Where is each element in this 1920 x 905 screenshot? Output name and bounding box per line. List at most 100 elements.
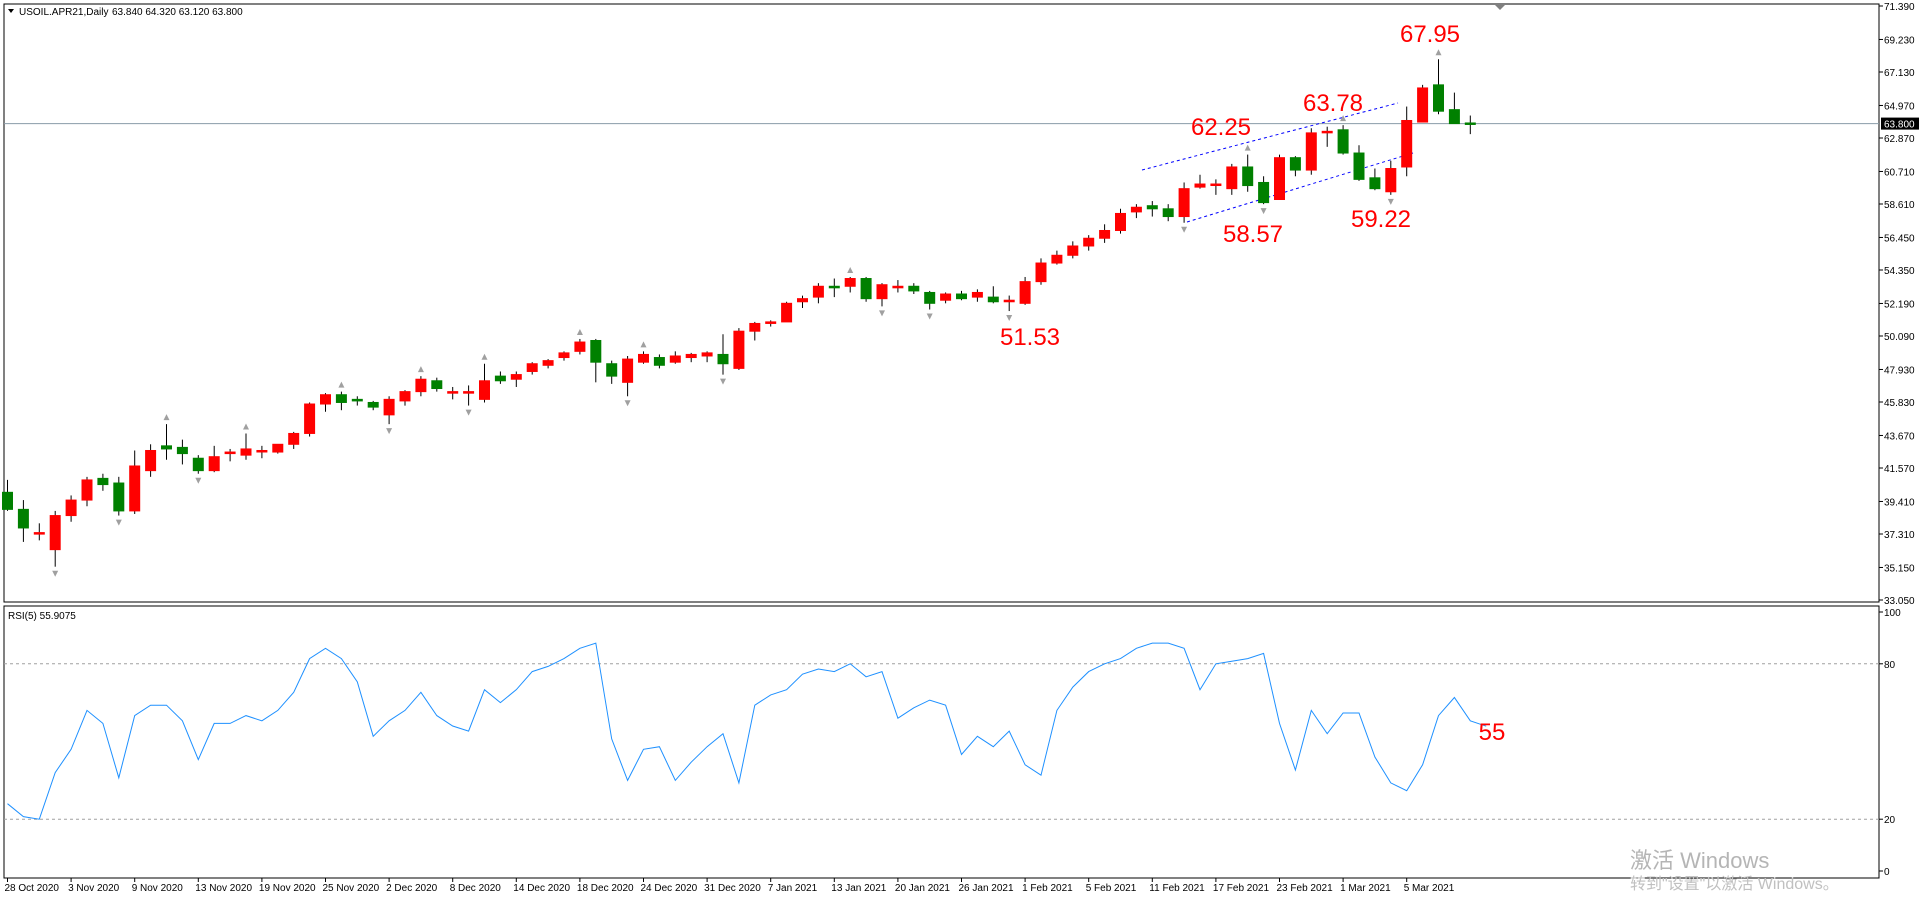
price-tick-label: 33.050 xyxy=(1884,596,1915,607)
time-tick-label: 9 Nov 2020 xyxy=(132,883,184,894)
candle xyxy=(733,328,745,370)
candle-body xyxy=(145,449,157,472)
candle-body xyxy=(1321,130,1333,134)
fractal-up-icon xyxy=(1244,144,1251,151)
candle-body xyxy=(987,296,999,303)
fractal-up-icon xyxy=(417,366,424,373)
price-axis[interactable]: 71.390 69.230 67.130 64.970 62.870 60.710 58.6… xyxy=(1879,2,1915,607)
price-tick-label: 67.130 xyxy=(1884,68,1915,79)
candle xyxy=(65,495,77,522)
fractal-up-icon xyxy=(481,353,488,360)
candle xyxy=(383,396,395,425)
candle xyxy=(1369,168,1381,191)
time-tick-label: 14 Dec 2020 xyxy=(513,883,570,894)
candle-body xyxy=(510,374,522,380)
rsi-tick-label: 0 xyxy=(1884,867,1890,878)
rsi-tick-label: 80 xyxy=(1884,660,1896,671)
candle xyxy=(431,377,443,392)
candle-body xyxy=(97,477,109,486)
time-tick-label: 20 Jan 2021 xyxy=(895,883,950,894)
candle xyxy=(1337,125,1349,155)
candle-body xyxy=(971,291,983,298)
candle-body xyxy=(256,449,268,453)
rsi-pane[interactable] xyxy=(3,605,1880,879)
candle xyxy=(33,523,45,541)
candle-body xyxy=(733,330,745,369)
price-tick-label: 45.830 xyxy=(1884,398,1915,409)
candle xyxy=(685,352,697,363)
fractal-down-icon xyxy=(386,428,393,435)
time-tick-label: 13 Jan 2021 xyxy=(831,883,886,894)
time-axis[interactable]: 28 Oct 2020 3 Nov 2020 9 Nov 2020 13 Nov 20… xyxy=(5,878,1455,894)
candle xyxy=(1067,241,1079,259)
time-tick-label: 11 Feb 2021 xyxy=(1149,883,1205,894)
candle xyxy=(463,385,475,406)
candle xyxy=(415,376,427,397)
candle-body xyxy=(1448,109,1460,125)
time-tick-label: 23 Feb 2021 xyxy=(1277,883,1334,894)
price-pane[interactable] xyxy=(3,3,1880,603)
candle-body xyxy=(1083,237,1095,247)
fractal-up-icon xyxy=(243,423,249,430)
candle xyxy=(510,371,522,387)
dropdown-triangle-icon[interactable] xyxy=(8,9,14,13)
candle-body xyxy=(17,508,29,529)
price-tick-label: 54.350 xyxy=(1884,266,1915,277)
time-tick-label: 25 Nov 2020 xyxy=(323,883,380,894)
chart-shift-icon[interactable] xyxy=(1495,5,1505,10)
candle-body xyxy=(685,353,697,359)
fractal-up-icon xyxy=(1340,115,1347,122)
candle-body xyxy=(1289,157,1301,171)
candle-body xyxy=(749,322,761,332)
candle-body xyxy=(49,515,61,551)
time-tick-label: 31 Dec 2020 xyxy=(704,883,761,894)
candle-body xyxy=(176,446,188,455)
fractal-up-icon xyxy=(1435,49,1442,56)
price-tick-label: 41.570 xyxy=(1884,464,1915,475)
rsi-level-lines xyxy=(4,663,1879,820)
candle xyxy=(1385,160,1397,195)
candle-body xyxy=(892,285,904,289)
candle xyxy=(781,301,793,323)
time-tick-label: 1 Mar 2021 xyxy=(1340,883,1391,894)
candle xyxy=(256,445,268,459)
candle-body xyxy=(1401,119,1413,168)
candle xyxy=(860,276,872,302)
candle xyxy=(701,351,713,363)
candle xyxy=(1289,156,1301,177)
candle xyxy=(940,292,952,304)
candle-body xyxy=(192,457,204,472)
candle-body xyxy=(33,532,45,535)
annotation-58-57: 58.57 xyxy=(1223,221,1283,248)
candle-body xyxy=(288,432,300,445)
candle xyxy=(240,433,252,460)
candle xyxy=(1321,126,1333,147)
candle-body xyxy=(1178,188,1190,218)
annotation-rsi-55: 55 xyxy=(1479,719,1506,746)
candle-body xyxy=(129,465,141,512)
fractal-down-icon xyxy=(720,378,726,385)
candle-body xyxy=(1464,122,1476,125)
candle xyxy=(622,355,634,397)
candle-body xyxy=(669,355,681,363)
candle xyxy=(1433,59,1444,115)
annotation-51-53: 51.53 xyxy=(1000,324,1060,351)
price-tick-label: 56.450 xyxy=(1884,233,1915,244)
candle-body xyxy=(1130,206,1142,213)
fractal-up-icon xyxy=(576,328,583,335)
candle-body xyxy=(399,391,411,402)
candle-body xyxy=(415,378,427,393)
candle-body xyxy=(224,451,236,455)
svg-text:63.800: 63.800 xyxy=(1884,120,1915,131)
candle-body xyxy=(828,285,840,289)
candle xyxy=(399,390,411,406)
candle xyxy=(574,338,586,355)
candle-body xyxy=(113,482,125,512)
candle-body xyxy=(335,394,347,403)
rsi-axis[interactable]: 100 80 20 0 xyxy=(1879,608,1901,878)
candle-body xyxy=(590,339,602,363)
price-tick-label: 64.970 xyxy=(1884,101,1915,112)
candle-body xyxy=(653,357,665,366)
